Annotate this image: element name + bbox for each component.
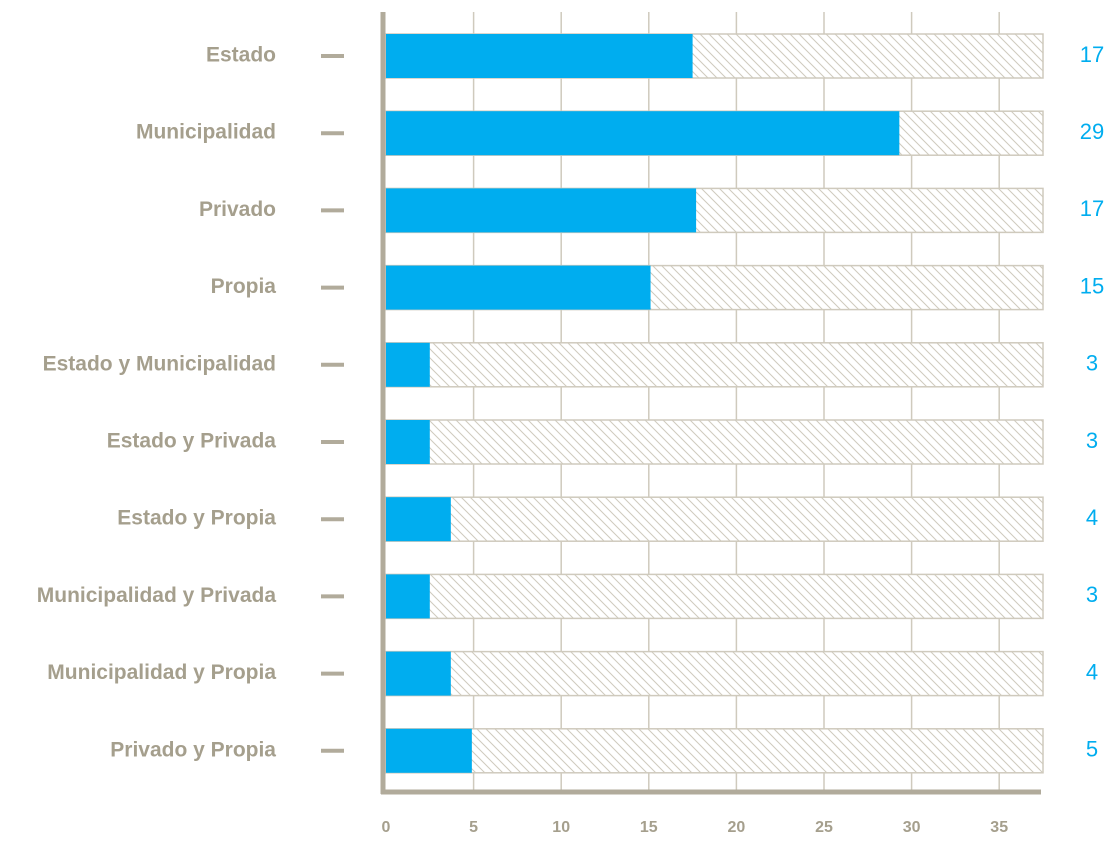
- bar-9: [386, 728, 472, 773]
- bar-2: [386, 188, 697, 233]
- category-label: Estado y Municipalidad: [43, 352, 276, 375]
- bar-track-4: [385, 342, 1044, 388]
- value-label: 4: [1086, 505, 1098, 530]
- category-label: Estado: [206, 44, 276, 67]
- category-labels: Estado Municipalidad Privado Propia Estado y…: [37, 44, 344, 761]
- value-label: 3: [1086, 428, 1098, 453]
- value-label: 5: [1086, 737, 1098, 762]
- x-tick-label: 25: [815, 819, 833, 836]
- bar-1: [386, 111, 900, 156]
- value-label: 15: [1080, 273, 1104, 298]
- category-label: Municipalidad y Privada: [37, 584, 277, 607]
- x-tick-label: 10: [552, 819, 570, 836]
- bar-track-6: [385, 496, 1044, 542]
- x-tick-label: 20: [728, 819, 746, 836]
- x-tick-label: 5: [469, 819, 478, 836]
- bar-7: [386, 574, 430, 619]
- value-label: 29: [1080, 119, 1104, 144]
- value-label: 17: [1080, 196, 1104, 221]
- value-label: 17: [1080, 42, 1104, 67]
- bar-5: [386, 420, 430, 464]
- x-tick-label: 35: [990, 819, 1008, 836]
- category-label: Municipalidad: [136, 121, 276, 144]
- value-labels: 17 29 17 15 3 3 4 3 4 5: [1080, 42, 1104, 762]
- bar-3: [386, 265, 651, 310]
- value-label: 3: [1086, 582, 1098, 607]
- bar-track-5: [385, 419, 1044, 465]
- category-label: Privado: [199, 198, 276, 221]
- axes: [380, 12, 1041, 795]
- value-label: 4: [1086, 659, 1098, 684]
- x-tick-label: 15: [640, 819, 658, 836]
- bar-8: [386, 651, 451, 696]
- bar-track-8: [385, 650, 1044, 697]
- bar-track-9: [385, 728, 1044, 774]
- bar-0: [386, 34, 693, 78]
- x-tick-label: 30: [903, 819, 921, 836]
- bar-6: [386, 497, 451, 542]
- category-label: Estado y Propia: [117, 507, 276, 530]
- bar-track-7: [385, 573, 1044, 620]
- category-label: Municipalidad y Propia: [47, 661, 276, 684]
- bars: [386, 34, 900, 773]
- category-label: Privado y Propia: [110, 738, 276, 761]
- bar-4: [386, 342, 430, 387]
- x-tick-labels: 0 5 10 15 20 25 30 35: [382, 819, 1009, 836]
- category-label: Propia: [211, 275, 277, 298]
- value-label: 3: [1086, 351, 1098, 376]
- category-label: Estado y Privada: [107, 430, 277, 453]
- x-tick-label: 0: [382, 819, 391, 836]
